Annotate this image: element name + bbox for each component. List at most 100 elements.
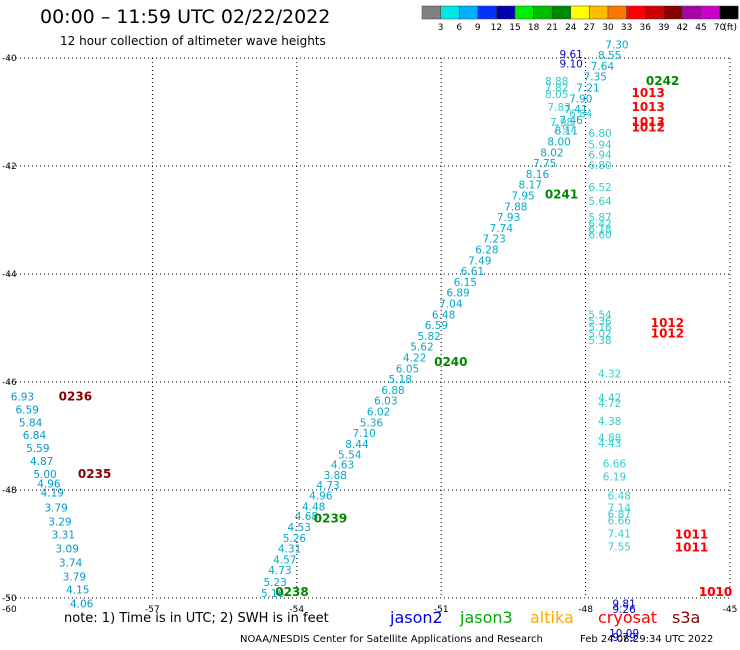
data-point-label: 4.88 — [598, 432, 621, 444]
legend-item-jason3: jason3 — [460, 608, 513, 627]
colorbar-swatch — [570, 5, 590, 20]
data-point-label: 6.28 — [475, 244, 498, 256]
footer-note: note: 1) Time is in UTC; 2) SWH is in fe… — [64, 611, 329, 626]
data-point-label: 4.87 — [30, 456, 53, 468]
footer-credit: NOAA/NESDIS Center for Satellite Applica… — [240, 634, 543, 645]
legend-item-altika: altika — [530, 608, 574, 627]
data-point-label: 5.54 — [338, 450, 362, 462]
x-tick-label: -51 — [434, 605, 449, 615]
data-point-label: 9.81 — [612, 599, 635, 611]
data-point-label: 4.53 — [288, 522, 311, 534]
chart-grid — [8, 57, 731, 599]
colorbar-label: 30 — [602, 23, 614, 33]
data-point-label: 4.43 — [598, 438, 621, 450]
data-point-label: 6.42 — [588, 219, 611, 231]
colorbar-swatch — [663, 5, 683, 20]
data-point-label: 6.59 — [425, 320, 448, 332]
colorbar-label: (ft) — [723, 23, 737, 33]
data-point-label: 7.90 — [569, 93, 592, 105]
footer-timestamp: Feb 24 08:29:34 UTC 2022 — [580, 634, 714, 645]
colorbar-swatch — [514, 5, 534, 20]
data-point-label: 6.59 — [16, 404, 39, 416]
data-point-label: 10.09 — [609, 628, 639, 640]
colorbar-label: 70 — [714, 23, 726, 33]
colorbar-swatch — [719, 5, 739, 20]
colorbar-label: 21 — [546, 23, 557, 33]
data-point-label: 4.38 — [598, 416, 621, 428]
y-tick-label: -46 — [2, 378, 17, 388]
data-point-label: 6.05 — [396, 363, 419, 375]
data-point-label: 5.02 — [588, 329, 611, 341]
x-tick-label: -45 — [723, 605, 738, 615]
data-point-label: 4.73 — [316, 480, 339, 492]
data-point-label: 3.79 — [44, 503, 67, 515]
data-point-label: 5.64 — [588, 196, 612, 208]
data-point-label: 4.96 — [309, 491, 333, 503]
colorbar-swatch — [421, 5, 441, 20]
colorbar-label: 45 — [695, 23, 706, 33]
colorbar-swatch — [607, 5, 627, 20]
data-point-label: 5.87 — [588, 212, 611, 224]
y-tick-label: -44 — [2, 270, 17, 280]
data-point-label: 7.41 — [608, 529, 631, 541]
data-point-label: 5.26 — [283, 533, 307, 545]
data-point-label: 4.22 — [403, 352, 426, 364]
data-point-label: 7.21 — [576, 82, 599, 94]
data-point-label: 5.82 — [417, 331, 440, 343]
pass-time-label: 0235 — [78, 467, 111, 481]
data-point-label: 4.57 — [273, 554, 296, 566]
legend-item-cryosat: cryosat — [598, 608, 658, 627]
colorbar-swatch — [458, 5, 479, 20]
pass-time-label: 0241 — [545, 187, 578, 201]
y-tick-label: -48 — [2, 486, 17, 496]
data-point-label: 9.79 — [612, 632, 635, 644]
data-point-label: 6.80 — [588, 128, 611, 140]
colorbar-swatch — [440, 5, 460, 20]
colorbar-label: 42 — [677, 23, 688, 33]
pass-time-label: 1010 — [699, 585, 732, 599]
data-point-label: 7.14 — [608, 503, 632, 515]
data-point-label: 5.16 — [588, 322, 612, 334]
data-point-label: 4.68 — [295, 511, 318, 523]
chart-subtitle: 12 hour collection of altimeter wave hei… — [60, 34, 326, 48]
data-point-label: 9.26 — [612, 604, 636, 616]
x-tick-label: -60 — [2, 605, 17, 615]
chart-title: 00:00 – 11:59 UTC 02/22/2022 — [40, 6, 331, 28]
data-point-label: 5.38 — [588, 335, 611, 347]
data-point-label: 6.94 — [588, 149, 612, 161]
data-point-label: 3.79 — [63, 572, 86, 584]
colorbar-swatch — [477, 5, 497, 20]
pass-time-label: 1012 — [651, 316, 684, 330]
data-point-label: 4.63 — [331, 459, 354, 471]
data-point-label: 5.16 — [261, 588, 285, 600]
data-point-label: 5.23 — [263, 577, 286, 589]
data-point-label: 8.05 — [545, 89, 568, 101]
data-point-label: 7.30 — [605, 39, 628, 51]
colorbar-swatch — [700, 5, 720, 20]
data-point-label: 6.93 — [11, 391, 34, 403]
pass-time-label: 1010 — [699, 585, 732, 599]
colorbar-swatch — [533, 5, 553, 20]
data-point-label: 6.48 — [432, 309, 455, 321]
data-point-label: 8.02 — [540, 147, 563, 159]
data-point-label: 3.29 — [48, 517, 71, 529]
pass-time-label: 1013 — [631, 100, 664, 114]
data-point-label: 3.74 — [59, 558, 83, 570]
data-point-label: 6.89 — [446, 288, 469, 300]
colorbar-label: 6 — [456, 23, 462, 33]
data-point-label: 6.02 — [367, 406, 390, 418]
pass-time-label: 0239 — [314, 511, 347, 525]
data-point-label: 8.11 — [555, 126, 578, 138]
data-point-label: 6.66 — [608, 516, 632, 528]
pass-time-label: 0236 — [59, 389, 92, 403]
data-point-label: 6.52 — [588, 182, 611, 194]
data-point-label: 8.44 — [345, 439, 369, 451]
data-point-label: 7.23 — [482, 234, 505, 246]
data-point-label: 9.10 — [559, 59, 582, 71]
y-tick-label: -40 — [2, 54, 17, 64]
data-point-label: 7.75 — [533, 158, 556, 170]
colorbar-label: 39 — [658, 23, 670, 33]
colorbar-label: 9 — [475, 23, 481, 33]
data-point-label: 5.94 — [588, 140, 612, 152]
pass-time-label: 1013 — [631, 86, 664, 100]
